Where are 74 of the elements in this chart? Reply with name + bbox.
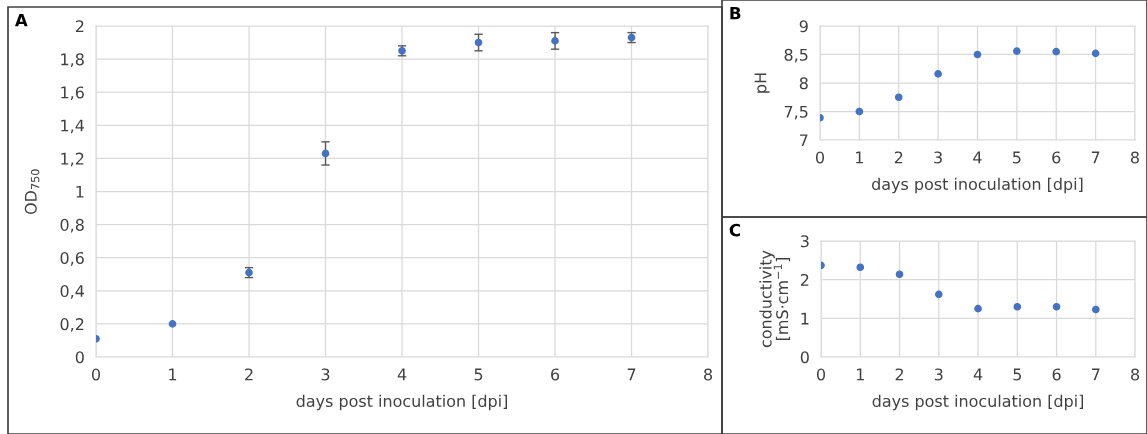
x-tick-label: 2 xyxy=(895,368,904,381)
x-tick-label: 1 xyxy=(856,151,863,164)
y-tick-label: 1 xyxy=(76,185,84,198)
point xyxy=(551,37,559,45)
point xyxy=(321,149,330,158)
y-axis-title: pH xyxy=(754,73,770,93)
y-tick-label: 0,6 xyxy=(60,251,84,266)
y-tick-label: 7 xyxy=(800,134,808,147)
y-tick-label: 9 xyxy=(799,20,808,33)
x-tick-label: 5 xyxy=(1013,368,1021,381)
point xyxy=(1013,47,1021,55)
x-tick-label: 2 xyxy=(245,368,253,381)
x-axis-title: days post inoculation [dpi] xyxy=(872,394,1083,411)
point xyxy=(934,290,943,299)
y-tick-label: 3 xyxy=(800,235,809,248)
y-tick-label: 2 xyxy=(800,273,809,286)
x-tick-label: 6 xyxy=(1052,368,1061,381)
point xyxy=(856,263,865,272)
x-tick-label: 8 xyxy=(704,368,713,381)
chart-title: B xyxy=(730,7,741,20)
point xyxy=(1052,302,1061,311)
y-tick-label: 0,4 xyxy=(60,285,84,299)
x-tick-label: 3 xyxy=(934,151,942,164)
x-tick-label: 8 xyxy=(1130,151,1139,164)
point xyxy=(1013,302,1022,311)
y-axis-title: conductivity [mS·cm$^{−1}$] xyxy=(759,250,791,348)
x-tick-label: 6 xyxy=(551,368,560,381)
x-tick-label: 4 xyxy=(973,151,982,164)
x-tick-label: 7 xyxy=(627,368,636,381)
y-tick-label: 8,5 xyxy=(784,48,808,63)
x-tick-label: 0 xyxy=(91,368,101,381)
x-tick-label: 0 xyxy=(816,368,826,381)
y-tick-label: 7,5 xyxy=(784,105,808,120)
chart-title: A xyxy=(14,14,28,27)
x-tick-label: 4 xyxy=(973,368,983,381)
chart-title: C xyxy=(729,223,741,237)
point xyxy=(168,320,177,328)
x-tick-label: 6 xyxy=(1052,151,1061,164)
x-tick-label: 3 xyxy=(934,368,943,381)
y-tick-label: 0,8 xyxy=(60,218,84,233)
x-axis-title: days post inoculation [dpi] xyxy=(296,394,507,411)
y-tick-label: 0 xyxy=(75,351,84,364)
y-tick-label: 0 xyxy=(800,351,809,364)
point xyxy=(894,93,903,102)
point xyxy=(1052,47,1061,56)
y-tick-label: 2 xyxy=(75,20,84,33)
x-tick-label: 5 xyxy=(1013,151,1021,164)
y-tick-label: 1,6 xyxy=(61,86,84,101)
x-tick-label: 1 xyxy=(169,368,177,381)
point xyxy=(1091,305,1100,314)
y-tick-label: 1,2 xyxy=(61,152,84,167)
point xyxy=(1091,49,1100,58)
x-tick-label: 8 xyxy=(1131,368,1140,381)
point xyxy=(974,304,982,313)
point xyxy=(934,70,942,78)
y-tick-label: 1 xyxy=(801,312,809,325)
y-tick-label: 8 xyxy=(799,77,808,90)
x-tick-label: 4 xyxy=(397,368,407,381)
x-tick-label: 1 xyxy=(856,368,864,381)
point xyxy=(855,107,864,116)
x-tick-label: 0 xyxy=(815,151,825,164)
x-tick-label: 7 xyxy=(1092,368,1100,381)
y-tick-label: 0,2 xyxy=(60,318,84,332)
x-tick-label: 7 xyxy=(1091,151,1100,164)
x-tick-label: 5 xyxy=(474,368,483,381)
x-tick-label: 2 xyxy=(894,151,903,164)
y-tick-label: 1,4 xyxy=(61,119,84,134)
point xyxy=(973,50,982,59)
y-axis-title: OD$_{750}$ xyxy=(24,169,40,215)
y-tick-label: 1,8 xyxy=(61,53,84,68)
point xyxy=(474,38,483,47)
point xyxy=(895,270,904,279)
x-axis-title: days post inoculation [dpi] xyxy=(872,177,1083,194)
x-tick-label: 3 xyxy=(321,368,330,381)
